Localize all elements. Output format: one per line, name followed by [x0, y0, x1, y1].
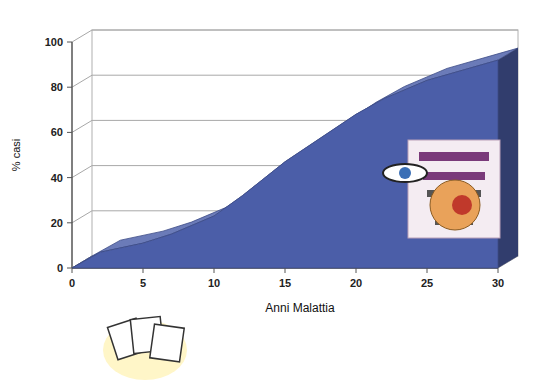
y-tick-label: 0	[57, 262, 63, 274]
icon-pupil	[452, 195, 472, 215]
icon-eyeball	[430, 180, 480, 230]
area-top	[72, 48, 518, 268]
x-tick-label: 0	[69, 277, 75, 289]
eye-chart-icon	[383, 140, 500, 238]
x-tick	[143, 268, 144, 273]
y-axis	[71, 42, 73, 268]
y-tick	[67, 87, 72, 88]
x-tick	[214, 268, 215, 273]
y-tick	[67, 268, 72, 269]
x-tick	[356, 268, 357, 273]
y-tick-label: 80	[51, 81, 63, 93]
icon-iris	[399, 167, 411, 179]
x-tick-label: 25	[421, 277, 433, 289]
y-axis-label: % casi	[10, 139, 22, 171]
x-tick	[285, 268, 286, 273]
icon-page	[150, 324, 184, 362]
x-tick-label: 15	[279, 277, 291, 289]
icon-row	[419, 152, 489, 161]
y-tick-label: 100	[45, 36, 63, 48]
x-tick-label: 10	[208, 277, 220, 289]
chart-svg: 0 20 40 60 80 100 0 5 10 15 20 25 30 Anni Malattia % c…	[0, 0, 539, 387]
icon-eye	[383, 164, 427, 182]
calendar-icon	[103, 317, 187, 380]
x-tick	[498, 268, 499, 273]
grid-line	[72, 30, 518, 42]
y-tick	[67, 42, 72, 43]
x-axis-label: Anni Malattia	[265, 301, 335, 315]
area-side	[498, 48, 518, 268]
x-tick-label: 5	[140, 277, 146, 289]
y-tick-label: 20	[51, 217, 63, 229]
y-tick	[67, 177, 72, 178]
chart-container: 0 20 40 60 80 100 0 5 10 15 20 25 30 Anni Malattia % c…	[0, 0, 539, 387]
icon-board	[408, 140, 500, 238]
icon-row	[423, 172, 485, 180]
x-tick	[72, 268, 73, 273]
y-tick-label: 40	[51, 172, 63, 184]
y-tick	[67, 132, 72, 133]
x-tick-label: 30	[492, 277, 504, 289]
y-tick-label: 60	[51, 126, 63, 138]
y-tick	[67, 222, 72, 223]
x-tick-label: 20	[350, 277, 362, 289]
plot-area	[72, 48, 518, 268]
x-tick	[427, 268, 428, 273]
